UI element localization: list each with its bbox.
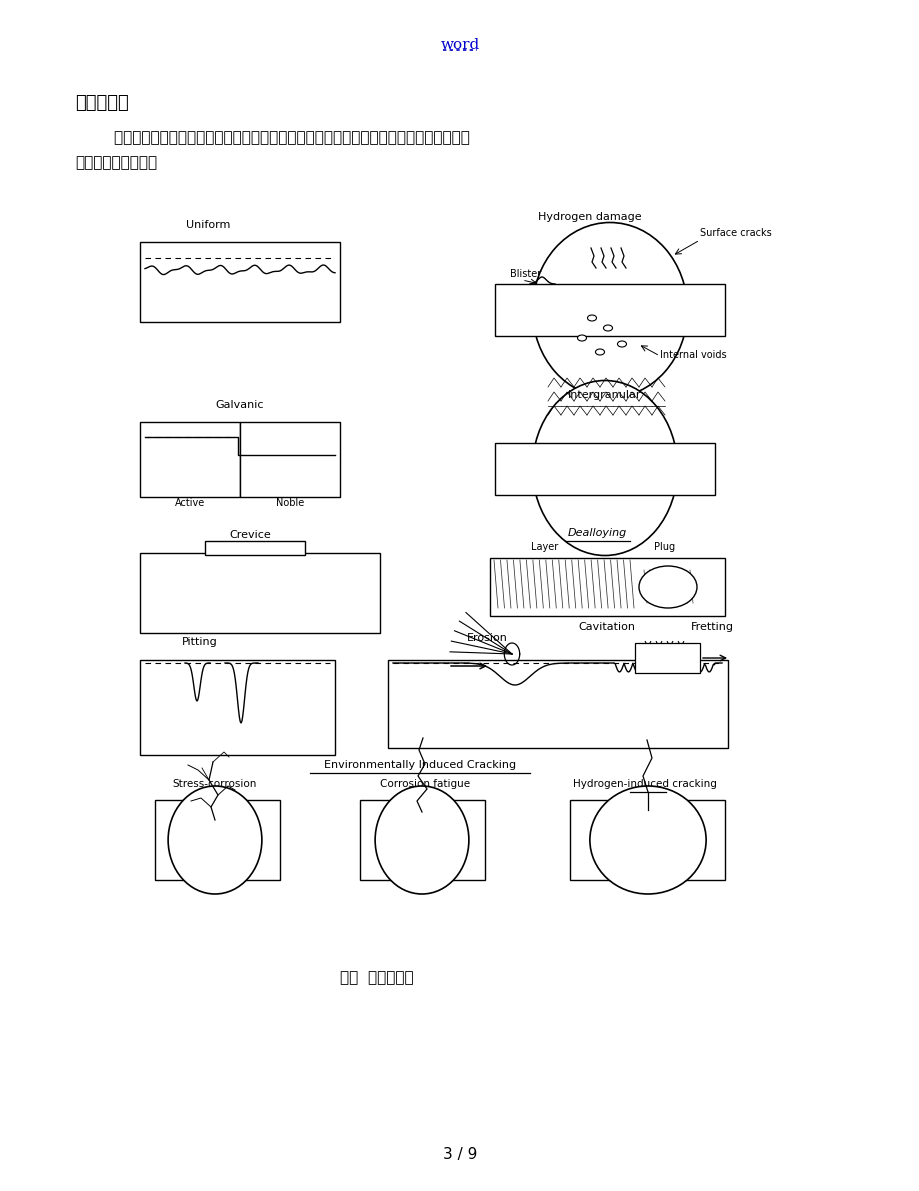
Text: Blister: Blister xyxy=(509,269,540,279)
Text: Intergranular: Intergranular xyxy=(568,389,641,400)
Bar xyxy=(359,800,484,880)
Text: 是黄锂之脱锡作用。: 是黄锂之脱锡作用。 xyxy=(75,155,157,170)
Text: Uniform: Uniform xyxy=(186,220,230,230)
Bar xyxy=(490,559,724,616)
Text: Plug: Plug xyxy=(653,542,675,551)
Bar xyxy=(240,422,340,497)
Bar xyxy=(494,443,714,495)
Bar xyxy=(205,541,305,555)
Bar xyxy=(388,660,727,748)
Text: Crevice: Crevice xyxy=(229,530,270,540)
Text: Surface cracks: Surface cracks xyxy=(699,227,771,238)
Text: Layer: Layer xyxy=(531,542,558,551)
Ellipse shape xyxy=(617,341,626,347)
Ellipse shape xyxy=(587,314,596,322)
Text: Hydrogen-induced cracking: Hydrogen-induced cracking xyxy=(573,779,716,788)
Bar xyxy=(140,422,240,497)
Text: 3 / 9: 3 / 9 xyxy=(442,1147,477,1162)
Ellipse shape xyxy=(603,325,612,331)
Text: 选择性腐蚀是指固体合金某一特定金属被优先去除的腐蚀过程。此类型腐蚀最常见的例子: 选择性腐蚀是指固体合金某一特定金属被优先去除的腐蚀过程。此类型腐蚀最常见的例子 xyxy=(75,130,470,145)
Text: Corrosion fatigue: Corrosion fatigue xyxy=(380,779,470,788)
Ellipse shape xyxy=(639,566,697,607)
Ellipse shape xyxy=(532,380,676,555)
Ellipse shape xyxy=(168,786,262,894)
Text: Dealloying: Dealloying xyxy=(567,528,626,538)
Bar xyxy=(140,553,380,632)
Bar xyxy=(140,242,340,322)
Ellipse shape xyxy=(532,223,686,398)
Text: Hydrogen damage: Hydrogen damage xyxy=(538,212,641,222)
Text: Cavitation: Cavitation xyxy=(578,622,635,632)
Text: Galvanic: Galvanic xyxy=(216,400,264,410)
Text: Stress-corrosion: Stress-corrosion xyxy=(173,779,257,788)
Text: 圖一  腐蚀的形態: 圖一 腐蚀的形態 xyxy=(340,971,414,985)
Ellipse shape xyxy=(589,786,706,894)
Bar xyxy=(140,660,335,755)
Ellipse shape xyxy=(595,349,604,355)
Ellipse shape xyxy=(577,335,586,341)
Text: Active: Active xyxy=(175,498,205,509)
Text: Erosion: Erosion xyxy=(466,632,507,643)
Bar xyxy=(494,283,724,336)
Text: Fretting: Fretting xyxy=(690,622,732,632)
Text: Pitting: Pitting xyxy=(182,637,218,647)
Text: Noble: Noble xyxy=(276,498,304,509)
Text: Internal voids: Internal voids xyxy=(659,350,726,360)
Ellipse shape xyxy=(375,786,469,894)
Text: Environmentally Induced Cracking: Environmentally Induced Cracking xyxy=(323,760,516,771)
Bar xyxy=(154,800,279,880)
Bar xyxy=(570,800,724,880)
Text: word: word xyxy=(440,38,479,52)
Text: 选择性腐蚀: 选择性腐蚀 xyxy=(75,94,129,112)
Bar xyxy=(634,643,699,673)
